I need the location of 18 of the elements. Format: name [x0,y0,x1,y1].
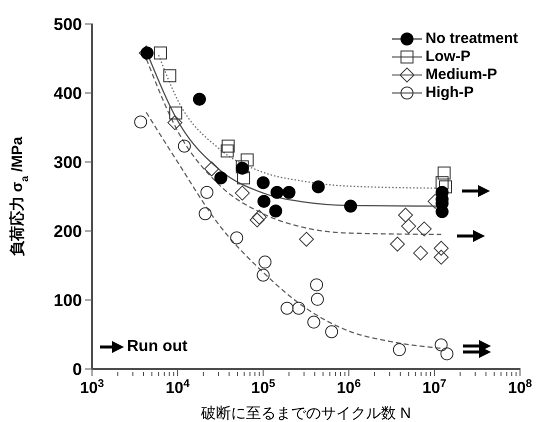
annotation: Run out [127,338,188,356]
y-tick-label: 400 [54,84,82,103]
y-tick-label: 0 [72,360,82,379]
x-tick-label: 10$^{5}$ [251,378,276,397]
y-tick-label: 500 [54,15,82,34]
x-tick-label: 10$^{8}$ [508,378,532,397]
y-tick-label: 200 [54,222,82,241]
y-tick-label: 100 [54,291,82,310]
x-tick-label: 10$^{3}$ [80,378,104,397]
x-axis-title: 破断に至るまでのサイクル数 N [200,405,411,422]
legend-label: No treatment [425,30,518,47]
x-tick-label: 10$^{6}$ [336,378,361,397]
legend-label: Medium-P [425,66,498,83]
x-tick-label: 10$^{7}$ [422,378,446,397]
y-tick-label: 300 [54,153,82,172]
legend-label: Low-P [425,48,470,65]
legend-label: High-P [425,84,474,101]
x-tick-label: 10$^{4}$ [166,378,190,397]
